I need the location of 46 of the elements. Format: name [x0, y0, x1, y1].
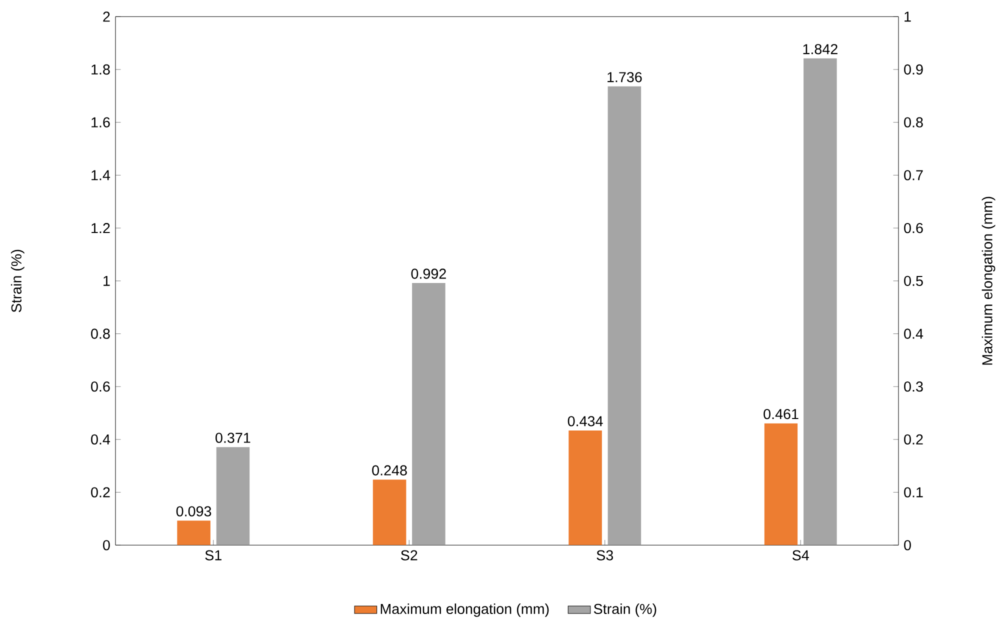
- bar: [608, 86, 642, 546]
- legend-label: Maximum elongation (mm): [380, 603, 549, 617]
- bar: [764, 423, 798, 546]
- x-tick-label: S2: [400, 550, 418, 560]
- y2-tick-label: 0.7: [904, 170, 923, 180]
- bar: [568, 430, 602, 546]
- data-label: 0.461: [764, 408, 798, 420]
- y-tick-label: 0.6: [91, 381, 110, 392]
- y2-tick-label: 0.9: [904, 64, 923, 74]
- y2-tick-label: 0.3: [904, 381, 923, 392]
- y-tick-label: 0.4: [91, 434, 110, 444]
- y2-tick-label: 0.1: [904, 487, 923, 498]
- y-tick-label: 2: [103, 12, 110, 22]
- y2-tick-label: 0.5: [904, 276, 923, 286]
- y-tick-label: 0.8: [91, 328, 110, 339]
- x-tick-label: S1: [205, 550, 222, 560]
- y-tick-label: 1.6: [92, 117, 110, 128]
- bar: [216, 447, 250, 546]
- data-label: 0.992: [411, 268, 446, 279]
- y2-tick-label: 0.8: [904, 117, 923, 128]
- y-tick-label: 1: [104, 276, 110, 286]
- y-axis-title: Strain (%): [10, 250, 24, 312]
- y2-tick-label: 0.6: [904, 222, 923, 234]
- y-tick-label: 0.2: [91, 487, 110, 498]
- x-tick-label: S3: [596, 550, 614, 560]
- x-tick-label: S4: [792, 550, 809, 560]
- data-label: 1.736: [608, 72, 642, 82]
- data-label: 1.842: [803, 44, 838, 54]
- y2-tick-label: 0.4: [904, 328, 924, 339]
- y-tick-label: 1.2: [92, 222, 110, 233]
- bar: [177, 520, 210, 546]
- bar: [804, 58, 837, 546]
- data-label: 0.371: [216, 432, 250, 443]
- y2-tick-label: 0.2: [904, 434, 923, 444]
- y2-tick-label: 0: [904, 540, 911, 550]
- bar: [372, 480, 406, 546]
- y-tick-label: 1.4: [92, 170, 110, 180]
- bar: [412, 282, 446, 546]
- y-tick-label: 1.8: [92, 64, 110, 74]
- data-label: 0.434: [568, 416, 603, 426]
- y2-axis-title: Maximum elongation (mm): [982, 196, 996, 365]
- data-label: 0.248: [372, 465, 407, 476]
- legend-label: Strain (%): [594, 603, 656, 617]
- data-label: 0.093: [176, 506, 212, 516]
- y2-tick-label: 1: [904, 12, 911, 22]
- y-tick-label: 0: [103, 540, 110, 550]
